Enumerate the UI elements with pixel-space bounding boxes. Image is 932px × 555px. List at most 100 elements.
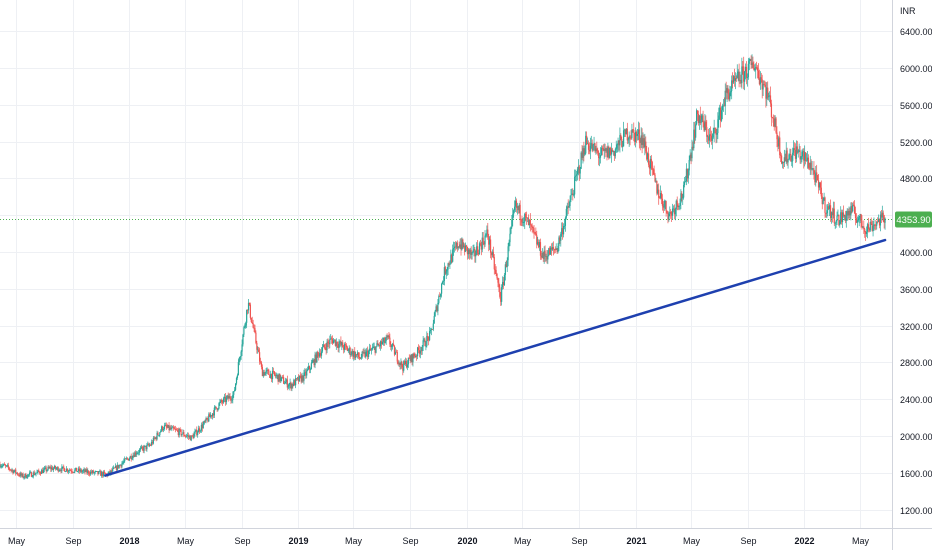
candle-body bbox=[238, 359, 240, 363]
candle-body bbox=[601, 147, 603, 149]
candle-body bbox=[541, 252, 543, 258]
candle-body bbox=[210, 415, 213, 417]
candle-body bbox=[48, 467, 50, 469]
candle-body bbox=[252, 323, 254, 328]
candle-body bbox=[65, 468, 68, 472]
candle-body bbox=[440, 293, 442, 297]
y-tick-label: 5200.00 bbox=[900, 138, 932, 148]
candle-body bbox=[666, 211, 668, 214]
candle-body bbox=[571, 193, 573, 196]
candle-body bbox=[355, 354, 357, 358]
candle-body bbox=[462, 239, 464, 248]
candle-body bbox=[681, 193, 683, 198]
candle-body bbox=[618, 140, 620, 146]
candle-body bbox=[206, 418, 208, 420]
candle-body bbox=[790, 154, 792, 161]
candle-body bbox=[0, 464, 1, 468]
candle-body bbox=[222, 398, 225, 403]
candle-body bbox=[286, 379, 288, 388]
candle-body bbox=[152, 437, 154, 444]
candle-body bbox=[369, 348, 372, 351]
candle-body bbox=[661, 198, 664, 206]
candle-body bbox=[420, 350, 422, 352]
candle-body bbox=[231, 399, 233, 401]
candle-body bbox=[780, 155, 782, 156]
x-tick-label: May bbox=[683, 536, 701, 546]
y-tick-label: 4000.00 bbox=[900, 248, 932, 258]
support-trendline[interactable] bbox=[104, 238, 887, 477]
candle-body bbox=[550, 247, 553, 250]
candle-body bbox=[658, 189, 660, 198]
candle-body bbox=[326, 341, 328, 351]
candle-body bbox=[356, 352, 359, 356]
candle-body bbox=[284, 381, 287, 384]
candle-body bbox=[748, 60, 750, 64]
candle-body bbox=[195, 429, 197, 432]
candle-body bbox=[594, 143, 596, 152]
candle-body bbox=[62, 466, 64, 468]
candle-body bbox=[754, 68, 756, 71]
candle-body bbox=[561, 228, 563, 234]
y-tick-label: 5600.00 bbox=[900, 101, 932, 111]
candle-body bbox=[24, 473, 26, 478]
y-tick-label: 1200.00 bbox=[900, 506, 932, 516]
candle-body bbox=[400, 361, 402, 366]
candle-body bbox=[441, 281, 444, 284]
candle-body bbox=[598, 152, 600, 159]
candle-body bbox=[423, 339, 425, 341]
candle-body bbox=[347, 350, 349, 352]
candle-body bbox=[453, 246, 456, 248]
candle-body bbox=[763, 84, 765, 85]
candle-body bbox=[771, 117, 773, 118]
candle-body bbox=[322, 344, 324, 348]
candle-body bbox=[670, 212, 672, 213]
candle-body bbox=[467, 249, 470, 255]
candle-body bbox=[502, 281, 505, 285]
candle-body bbox=[539, 242, 542, 256]
candle-body bbox=[582, 148, 584, 158]
candle-body bbox=[883, 215, 885, 223]
candle-body bbox=[172, 426, 174, 428]
candle-body bbox=[514, 200, 517, 207]
candle-body bbox=[727, 88, 729, 94]
candle-body bbox=[789, 154, 791, 155]
candle-body bbox=[848, 210, 850, 216]
candle-body bbox=[824, 197, 826, 213]
candle-body bbox=[701, 115, 703, 120]
candle-body bbox=[137, 452, 139, 454]
candle-body bbox=[358, 356, 360, 359]
candle-body bbox=[7, 465, 9, 468]
trendline-layer[interactable] bbox=[104, 238, 887, 477]
candle-body bbox=[56, 467, 58, 469]
candle-body bbox=[388, 335, 390, 338]
candle-body bbox=[437, 302, 439, 312]
candle-body bbox=[226, 395, 228, 398]
candle-body bbox=[476, 246, 478, 255]
candle-body bbox=[852, 204, 854, 212]
candle-body bbox=[676, 200, 678, 205]
candle-body bbox=[818, 182, 821, 188]
candle-body bbox=[315, 354, 317, 363]
candle-body bbox=[596, 148, 598, 151]
candle-body bbox=[873, 224, 875, 226]
x-tick-label: May bbox=[514, 536, 532, 546]
candle-body bbox=[660, 193, 663, 199]
candle-body bbox=[643, 138, 645, 148]
candle-body bbox=[261, 366, 263, 377]
candle-body bbox=[474, 249, 476, 257]
candle-body bbox=[80, 469, 82, 473]
candle-body bbox=[305, 371, 307, 376]
candle-body bbox=[534, 232, 536, 234]
candle-body bbox=[273, 371, 275, 375]
candle-body bbox=[194, 431, 196, 434]
candle-body bbox=[551, 247, 554, 250]
candle-body bbox=[127, 458, 130, 461]
candle-body bbox=[455, 242, 457, 248]
candle-body bbox=[196, 429, 198, 435]
candle-body bbox=[294, 380, 296, 386]
candle-body bbox=[59, 470, 61, 472]
candle-body bbox=[520, 219, 522, 220]
candle-body bbox=[465, 245, 468, 247]
